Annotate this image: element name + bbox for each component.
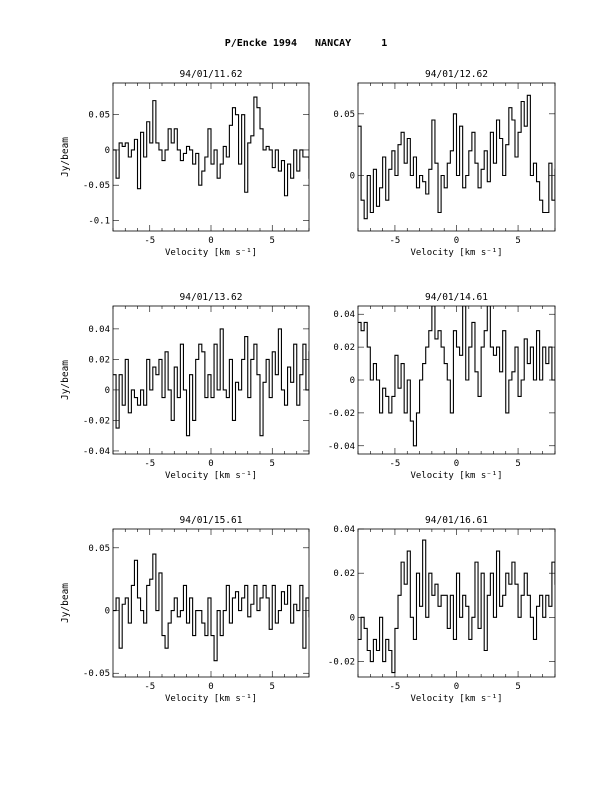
page-title: P/Encke 1994 NANCAY 1 <box>224 38 388 49</box>
x-tick-label: 5 <box>270 459 275 469</box>
spectrum-line <box>113 328 309 437</box>
y-axis-label: Jy/beam <box>60 137 71 177</box>
x-tick-label: -5 <box>390 236 401 246</box>
spectrum-line <box>358 94 555 220</box>
panel-title: 94/01/15.61 <box>180 515 243 526</box>
panel-title: 94/01/14.61 <box>425 292 488 303</box>
y-tick-label: 0.05 <box>333 110 355 120</box>
y-tick-label: 0 <box>105 607 110 617</box>
y-tick-label: 0.05 <box>88 544 110 554</box>
x-tick-label: 5 <box>270 236 275 246</box>
y-tick-label: 0 <box>350 613 355 623</box>
x-tick-label: -5 <box>144 236 155 246</box>
x-axis-label: Velocity [km s⁻¹] <box>165 694 257 704</box>
y-tick-label: 0.02 <box>333 569 355 579</box>
y-tick-label: -0.05 <box>83 181 110 191</box>
x-tick-label: 5 <box>515 682 520 692</box>
x-axis-label: Velocity [km s⁻¹] <box>410 471 502 481</box>
plot-frame <box>357 305 556 455</box>
spectrum-line <box>358 539 555 674</box>
x-tick-label: 0 <box>208 682 213 692</box>
x-tick-label: -5 <box>144 459 155 469</box>
y-tick-label: 0.02 <box>333 343 355 353</box>
spectrum-line <box>113 553 309 662</box>
x-tick-label: -5 <box>390 682 401 692</box>
y-axis-label: Jy/beam <box>60 583 71 623</box>
y-tick-label: 0.05 <box>88 111 110 121</box>
y-tick-label: 0 <box>350 172 355 182</box>
x-tick-label: 5 <box>515 459 520 469</box>
x-tick-label: 0 <box>208 236 213 246</box>
spectrum-panel-5: 94/01/15.61 -5 0 5 0.05 0 -0.05 Velocity [km s⁻… <box>60 515 310 704</box>
y-tick-label: 0.04 <box>88 325 110 335</box>
y-tick-label: -0.02 <box>83 416 110 426</box>
x-tick-label: 0 <box>454 459 459 469</box>
panel-title: 94/01/11.62 <box>180 69 243 80</box>
spectrum-panel-4: 94/01/14.61 -5 0 5 0.04 0.02 0 -0.02 -0.04 Veloci… <box>328 292 556 481</box>
y-tick-label: 0 <box>105 386 110 396</box>
y-tick-label: 0.02 <box>88 355 110 365</box>
spectrum-panel-6: 94/01/16.61 -5 0 5 0.04 0.02 0 -0.02 Velocity [k… <box>328 515 556 704</box>
x-tick-label: 5 <box>515 236 520 246</box>
y-tick-label: -0.04 <box>83 447 110 457</box>
y-tick-label: 0 <box>105 146 110 156</box>
y-tick-label: 0.04 <box>333 525 355 535</box>
x-tick-label: 0 <box>454 682 459 692</box>
x-tick-label: 0 <box>208 459 213 469</box>
y-tick-label: -0.02 <box>328 658 355 668</box>
x-tick-label: 5 <box>270 682 275 692</box>
panel-title: 94/01/16.61 <box>425 515 488 526</box>
spectrum-line <box>113 96 309 197</box>
x-axis-label: Velocity [km s⁻¹] <box>410 248 502 258</box>
x-tick-label: -5 <box>144 682 155 692</box>
x-axis-label: Velocity [km s⁻¹] <box>410 694 502 704</box>
spectrum-panel-3: 94/01/13.62 -5 0 5 0.04 0.02 0 -0.02 -0.04 Veloci… <box>60 292 310 481</box>
panel-title: 94/01/13.62 <box>180 292 243 303</box>
y-axis-label: Jy/beam <box>60 360 71 400</box>
x-tick-label: 0 <box>454 236 459 246</box>
y-tick-label: -0.1 <box>88 216 110 226</box>
x-axis-label: Velocity [km s⁻¹] <box>165 248 257 258</box>
spectrum-line <box>358 306 555 447</box>
y-tick-label: 0.04 <box>333 310 355 320</box>
y-tick-label: -0.02 <box>328 409 355 419</box>
panel-title: 94/01/12.62 <box>425 69 488 80</box>
y-tick-label: -0.05 <box>83 669 110 679</box>
y-tick-label: 0 <box>350 376 355 386</box>
x-tick-label: -5 <box>390 459 401 469</box>
y-tick-label: -0.04 <box>328 442 355 452</box>
spectrum-panel-1: 94/01/11.62 -5 0 5 0.05 0 -0.05 -0.1 Velocity [k… <box>60 69 310 258</box>
x-axis-label: Velocity [km s⁻¹] <box>165 471 257 481</box>
spectrum-panel-2: 94/01/12.62 -5 0 5 0.05 0 Velocity [km s⁻¹] <box>333 69 556 258</box>
